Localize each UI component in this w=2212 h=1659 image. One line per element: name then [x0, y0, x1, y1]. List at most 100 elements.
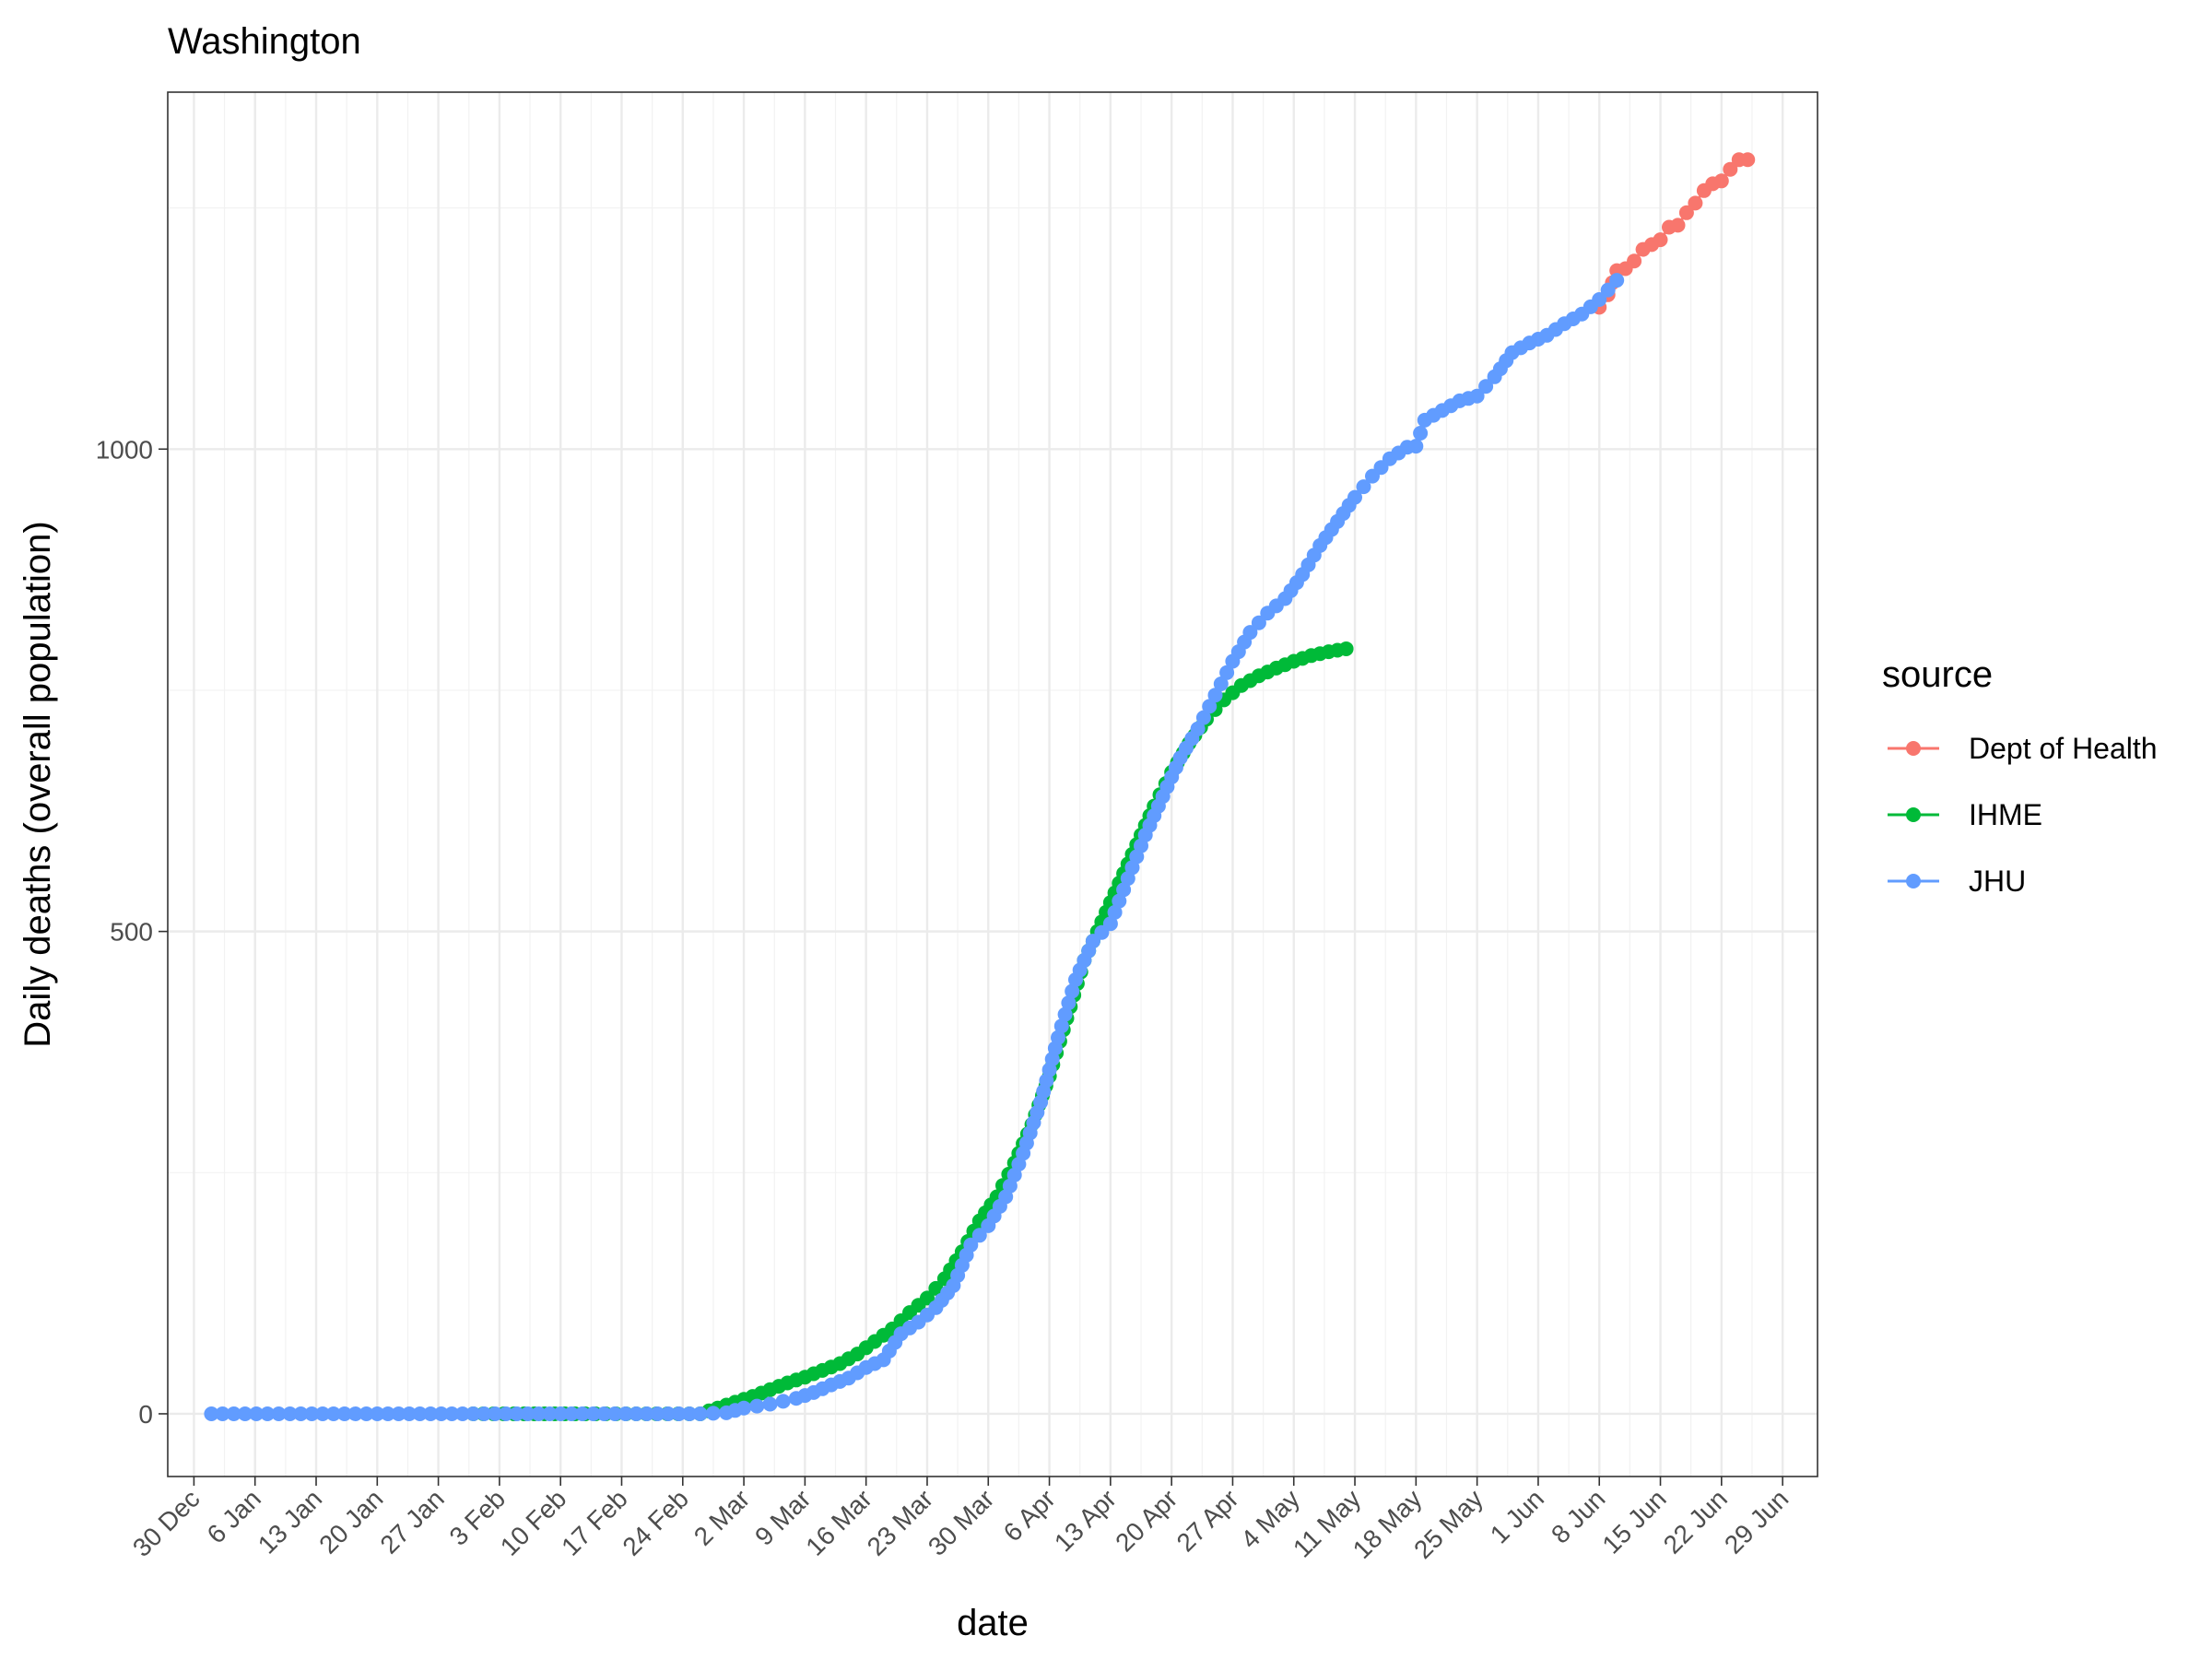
data-point	[465, 1406, 481, 1421]
data-point	[412, 1406, 428, 1421]
data-point	[380, 1406, 395, 1421]
legend-label: JHU	[1969, 865, 2026, 898]
x-axis-tick-label: 24 Feb	[617, 1484, 694, 1561]
data-point	[736, 1400, 752, 1416]
x-axis-tick-label: 27 Jan	[374, 1484, 449, 1559]
data-point	[237, 1406, 253, 1421]
data-point	[1202, 699, 1218, 714]
data-point	[1469, 388, 1485, 404]
x-axis-tick-label: 15 Jun	[1596, 1484, 1671, 1559]
data-point	[433, 1406, 449, 1421]
legend-key-point	[1906, 741, 1921, 756]
data-point	[1678, 205, 1694, 220]
data-point	[370, 1406, 385, 1421]
data-point	[920, 1290, 935, 1306]
x-axis-tick-label: 29 Jun	[1719, 1484, 1794, 1559]
data-point	[1713, 173, 1729, 189]
data-point	[1242, 625, 1258, 641]
data-point	[629, 1406, 644, 1421]
data-point	[1053, 1018, 1069, 1034]
data-point	[618, 1406, 633, 1421]
data-point	[1207, 688, 1223, 703]
chart-title: Washington	[168, 21, 361, 62]
x-axis-tick-label: 25 May	[1408, 1484, 1488, 1564]
data-point	[1051, 1030, 1065, 1045]
data-point	[1112, 893, 1127, 909]
data-point	[325, 1406, 341, 1421]
data-point	[1107, 904, 1123, 920]
data-point	[1609, 273, 1625, 288]
data-point	[692, 1406, 708, 1421]
data-point	[749, 1398, 765, 1414]
data-point	[1723, 161, 1738, 177]
data-point	[1670, 218, 1686, 233]
legend-label: Dept of Health	[1969, 732, 2158, 765]
data-point	[204, 1406, 219, 1421]
data-point	[315, 1406, 331, 1421]
data-point	[1061, 995, 1077, 1011]
data-point	[215, 1406, 230, 1421]
data-point	[1219, 665, 1235, 680]
data-point	[1653, 232, 1668, 248]
data-point	[1116, 882, 1132, 898]
data-point	[1251, 615, 1266, 630]
legend-key-point	[1906, 874, 1921, 888]
data-point	[762, 1396, 778, 1412]
data-point	[488, 1406, 503, 1421]
data-point	[1600, 282, 1616, 298]
data-point	[304, 1406, 320, 1421]
data-point	[661, 1406, 676, 1421]
data-series	[204, 152, 1756, 1421]
plot-panel	[168, 92, 1818, 1477]
data-point	[1408, 439, 1424, 454]
data-point	[1413, 426, 1429, 441]
x-axis-tick-label: 20 Jan	[313, 1484, 388, 1559]
x-axis-tick-label: 17 Feb	[556, 1484, 633, 1561]
data-point	[1195, 710, 1211, 725]
data-point	[596, 1406, 612, 1421]
data-point	[1478, 379, 1494, 394]
data-point	[607, 1406, 623, 1421]
data-point	[650, 1406, 665, 1421]
data-point	[1057, 1006, 1073, 1022]
data-point	[293, 1406, 309, 1421]
data-point	[260, 1406, 276, 1421]
data-point	[1740, 152, 1756, 168]
data-point	[682, 1406, 698, 1421]
data-point	[574, 1406, 590, 1421]
x-axis-tick-label: 13 Jan	[253, 1484, 327, 1559]
data-point	[402, 1406, 417, 1421]
plot-border	[167, 91, 1818, 1477]
data-point	[336, 1406, 352, 1421]
x-axis-tick-label: 27 Apr	[1171, 1484, 1244, 1557]
x-axis-tick-label: 22 Jun	[1658, 1484, 1733, 1559]
x-axis-label: date	[957, 1603, 1029, 1643]
data-point	[1065, 983, 1080, 999]
data-point	[391, 1406, 406, 1421]
data-point	[1592, 292, 1607, 307]
data-point	[454, 1406, 470, 1421]
data-point	[553, 1406, 569, 1421]
data-point	[671, 1406, 687, 1421]
x-axis-tick-label: 20 Apr	[1110, 1484, 1182, 1557]
x-axis-tick-label: 16 Mar	[800, 1484, 877, 1561]
data-point	[444, 1406, 460, 1421]
data-point	[1338, 641, 1354, 656]
data-point	[226, 1406, 241, 1421]
data-point	[1102, 916, 1118, 932]
grid-lines	[168, 92, 1818, 1477]
legend-key-point	[1906, 807, 1921, 822]
data-point	[249, 1406, 265, 1421]
data-point	[347, 1406, 363, 1421]
data-point	[1213, 677, 1229, 691]
y-axis-label: Daily deaths (overall population)	[18, 521, 58, 1047]
x-axis-tick-label: 30 Dec	[127, 1484, 206, 1562]
legend-label: IHME	[1969, 798, 2042, 831]
data-point	[542, 1406, 558, 1421]
data-point	[509, 1406, 524, 1421]
data-point	[1688, 195, 1703, 211]
data-point	[963, 1237, 979, 1253]
y-axis-tick-label: 1000	[96, 435, 153, 464]
data-point	[282, 1406, 298, 1421]
